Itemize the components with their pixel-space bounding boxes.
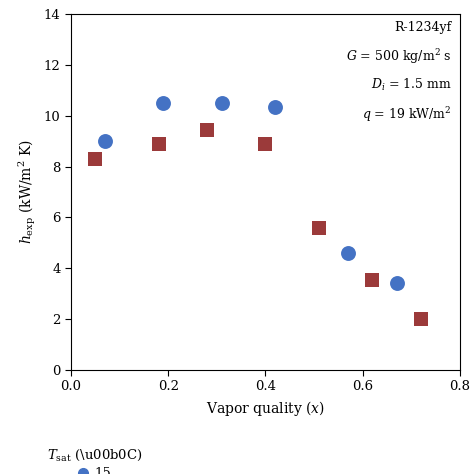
Text: R-1234yf
$G$ = 500 kg/m$^2$ s
$D_i$ = 1.5 mm
$q$ = 19 kW/m$^2$: R-1234yf $G$ = 500 kg/m$^2$ s $D_i$ = 1.… (346, 21, 452, 124)
Point (262, 140, 269, 147)
Point (91, 155, 99, 163)
Point (155, 140, 162, 147)
Y-axis label: $h_{\rm exp}$ (kW/m$^2$ K): $h_{\rm exp}$ (kW/m$^2$ K) (17, 139, 38, 245)
Point (417, 315, 425, 323)
Point (368, 276, 376, 283)
Point (218, 100, 226, 107)
Point (160, 100, 167, 107)
Point (344, 249, 352, 257)
Point (393, 280, 401, 287)
Legend: 15, 10: 15, 10 (46, 447, 142, 474)
Point (271, 103, 279, 111)
Point (203, 126, 211, 134)
X-axis label: Vapor quality ($x$): Vapor quality ($x$) (206, 399, 325, 418)
Point (315, 224, 323, 231)
Point (101, 137, 109, 145)
